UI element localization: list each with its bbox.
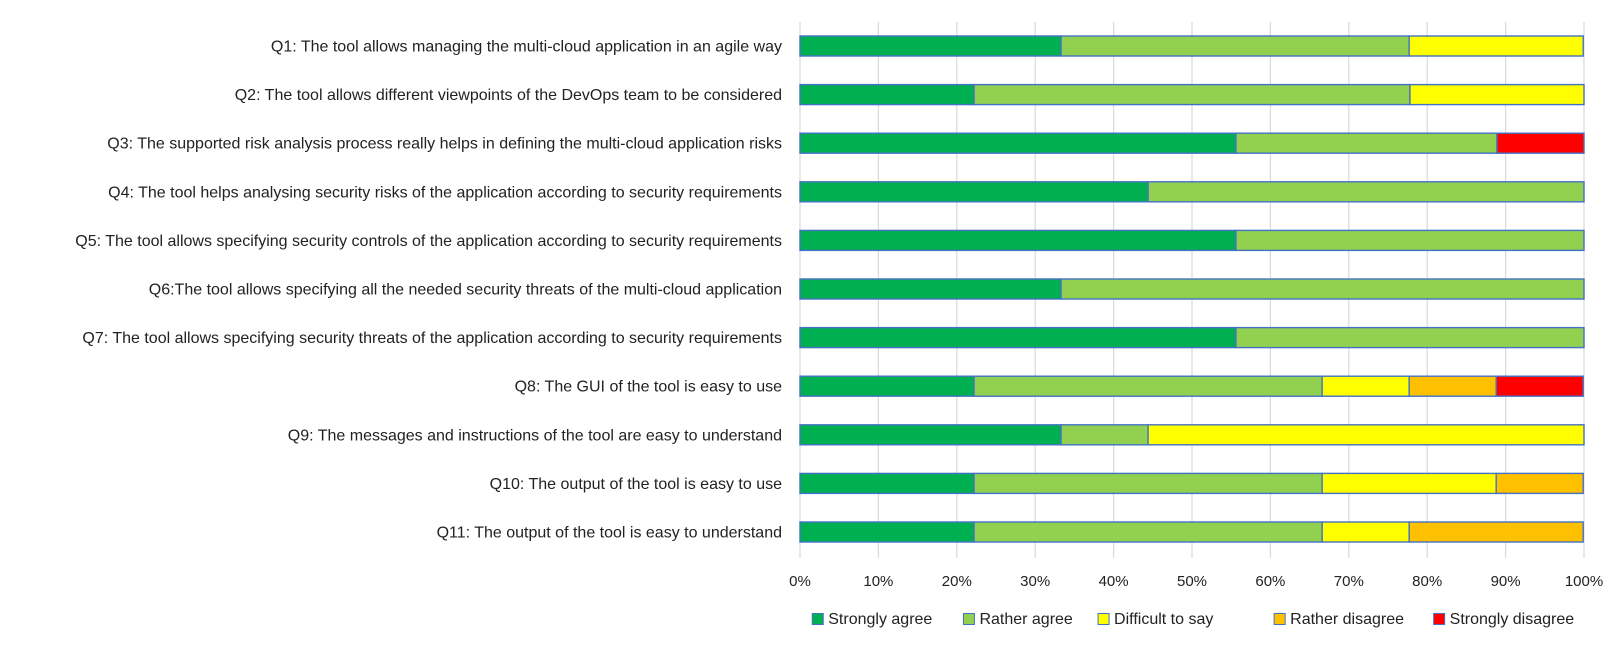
x-tick-label: 10% [863,573,893,590]
legend-label: Strongly disagree [1450,611,1575,628]
bar-segment [1409,83,1585,106]
legend-label: Rather disagree [1290,611,1404,628]
x-tick-labels: 0% 10% 20% 30% 40% 50% 60% 70% 80% 90% 100% [789,573,1603,590]
bar-segment [1495,375,1584,397]
bar-segment [799,181,1149,203]
category-label: Q6:The tool allows specifying all the ne… [149,282,782,299]
bar-segment [1321,472,1497,495]
bar-row [799,326,1585,349]
bar-segment [1060,35,1410,57]
bar-segment [973,521,1323,543]
legend-item: Strongly disagree [1433,611,1575,628]
bar-segment [1235,229,1585,252]
category-labels: Q1: The tool allows managing the multi-c… [75,39,782,542]
bar-segment [799,83,975,106]
bar-segment [1408,521,1584,543]
x-tick-label: 0% [789,573,811,590]
legend-item: Difficult to say [1097,611,1213,628]
x-tick-label: 20% [942,573,972,590]
category-label: Q1: The tool allows managing the multi-c… [271,39,782,56]
bar-segment [1408,35,1584,57]
bar-segment [1060,424,1149,446]
bar-row [799,132,1585,154]
bar-segment [1496,132,1585,154]
bar-row [799,472,1584,495]
legend-label: Rather agree [979,611,1072,628]
x-tick-label: 40% [1099,573,1129,590]
category-label: Q11: The output of the tool is easy to u… [437,525,782,542]
bar-row [799,181,1585,203]
bar-segment [1235,326,1585,349]
bar-segment [973,375,1323,397]
legend-swatch [962,613,975,625]
bar-segment [799,326,1237,349]
bar-segment [799,132,1237,154]
category-label: Q2: The tool allows different viewpoints… [235,87,782,104]
bar-segment [799,278,1062,300]
bar-row [799,521,1584,543]
bar-segment [1147,181,1585,203]
x-tick-label: 60% [1255,573,1285,590]
legend-label: Difficult to say [1114,611,1213,628]
bar-segment [1408,375,1497,397]
bars [799,35,1585,543]
legend-swatch [811,613,824,625]
category-label: Q3: The supported risk analysis process … [107,136,782,153]
bar-segment [799,229,1237,252]
bar-row [799,424,1585,446]
bar-row [799,375,1584,397]
category-label: Q8: The GUI of the tool is easy to use [515,379,783,396]
legend-label: Strongly agree [828,611,932,628]
bar-segment [799,375,975,397]
legend-swatch [1433,613,1446,625]
category-label: Q9: The messages and instructions of the… [288,427,782,444]
category-label: Q7: The tool allows specifying security … [82,330,782,347]
x-tick-label: 90% [1491,573,1521,590]
bar-segment [973,472,1323,495]
category-label: Q5: The tool allows specifying security … [75,233,782,250]
bar-row [799,83,1585,106]
legend-item: Rather disagree [1273,611,1404,628]
bar-segment [1060,278,1585,300]
bar-segment [799,521,975,543]
bar-segment [1321,375,1410,397]
x-tick-label: 80% [1412,573,1442,590]
category-label: Q4: The tool helps analysing security ri… [108,184,782,201]
bar-row [799,229,1585,252]
legend-swatch [1097,613,1110,625]
x-tick-label: 50% [1177,573,1207,590]
bar-row [799,35,1584,57]
x-tick-label: 70% [1334,573,1364,590]
legend-item: Rather agree [962,611,1073,628]
bar-segment [973,83,1411,106]
legend: Strongly agree Rather agree Difficult to s… [811,611,1575,628]
x-tick-label: 30% [1020,573,1050,590]
legend-swatch [1273,613,1286,625]
bar-segment [1147,424,1585,446]
bar-segment [1495,472,1584,495]
bar-segment [799,472,975,495]
bar-segment [799,35,1062,57]
bar-row [799,278,1585,300]
bar-segment [799,424,1062,446]
category-label: Q10: The output of the tool is easy to u… [490,476,782,493]
x-tick-label: 100% [1565,573,1603,590]
bar-segment [1321,521,1410,543]
legend-item: Strongly agree [811,611,932,628]
bar-segment [1235,132,1498,154]
